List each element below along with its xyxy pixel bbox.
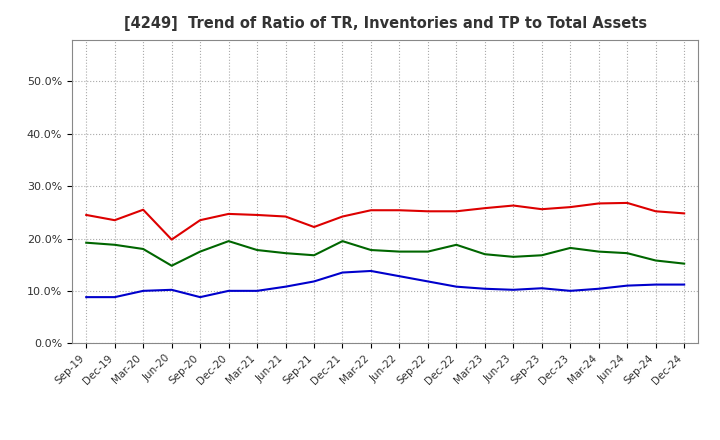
- Inventories: [310, 279, 318, 284]
- Trade Payables: [395, 249, 404, 254]
- Trade Payables: [167, 263, 176, 268]
- Inventories: [110, 294, 119, 300]
- Trade Receivables: [480, 205, 489, 211]
- Line: Trade Payables: Trade Payables: [86, 241, 684, 266]
- Trade Receivables: [139, 207, 148, 213]
- Trade Payables: [196, 249, 204, 254]
- Trade Payables: [139, 246, 148, 252]
- Line: Trade Receivables: Trade Receivables: [86, 203, 684, 239]
- Trade Payables: [253, 247, 261, 253]
- Trade Receivables: [680, 211, 688, 216]
- Inventories: [566, 288, 575, 293]
- Inventories: [338, 270, 347, 275]
- Inventories: [366, 268, 375, 274]
- Inventories: [595, 286, 603, 291]
- Trade Payables: [537, 253, 546, 258]
- Trade Receivables: [395, 208, 404, 213]
- Trade Receivables: [652, 209, 660, 214]
- Trade Payables: [480, 252, 489, 257]
- Trade Receivables: [167, 237, 176, 242]
- Inventories: [225, 288, 233, 293]
- Trade Receivables: [595, 201, 603, 206]
- Inventories: [196, 294, 204, 300]
- Trade Payables: [509, 254, 518, 260]
- Trade Payables: [652, 258, 660, 263]
- Trade Payables: [338, 238, 347, 244]
- Inventories: [623, 283, 631, 288]
- Trade Receivables: [537, 206, 546, 212]
- Trade Payables: [623, 250, 631, 256]
- Trade Receivables: [366, 208, 375, 213]
- Inventories: [652, 282, 660, 287]
- Inventories: [395, 274, 404, 279]
- Title: [4249]  Trend of Ratio of TR, Inventories and TP to Total Assets: [4249] Trend of Ratio of TR, Inventories…: [124, 16, 647, 32]
- Trade Receivables: [82, 213, 91, 218]
- Trade Receivables: [509, 203, 518, 208]
- Trade Payables: [366, 247, 375, 253]
- Inventories: [680, 282, 688, 287]
- Trade Payables: [566, 245, 575, 250]
- Trade Receivables: [110, 217, 119, 223]
- Trade Receivables: [423, 209, 432, 214]
- Trade Receivables: [253, 213, 261, 218]
- Inventories: [480, 286, 489, 291]
- Trade Payables: [110, 242, 119, 247]
- Trade Receivables: [338, 214, 347, 219]
- Trade Payables: [423, 249, 432, 254]
- Inventories: [139, 288, 148, 293]
- Trade Payables: [282, 250, 290, 256]
- Inventories: [167, 287, 176, 293]
- Trade Receivables: [310, 224, 318, 230]
- Trade Payables: [310, 253, 318, 258]
- Trade Payables: [680, 261, 688, 266]
- Trade Payables: [452, 242, 461, 247]
- Inventories: [423, 279, 432, 284]
- Inventories: [82, 294, 91, 300]
- Trade Payables: [82, 240, 91, 246]
- Trade Receivables: [225, 211, 233, 216]
- Line: Inventories: Inventories: [86, 271, 684, 297]
- Trade Payables: [595, 249, 603, 254]
- Trade Receivables: [566, 205, 575, 210]
- Inventories: [282, 284, 290, 290]
- Inventories: [253, 288, 261, 293]
- Inventories: [537, 286, 546, 291]
- Trade Receivables: [623, 200, 631, 205]
- Trade Receivables: [196, 217, 204, 223]
- Inventories: [509, 287, 518, 293]
- Trade Payables: [225, 238, 233, 244]
- Trade Receivables: [282, 214, 290, 219]
- Trade Receivables: [452, 209, 461, 214]
- Inventories: [452, 284, 461, 290]
